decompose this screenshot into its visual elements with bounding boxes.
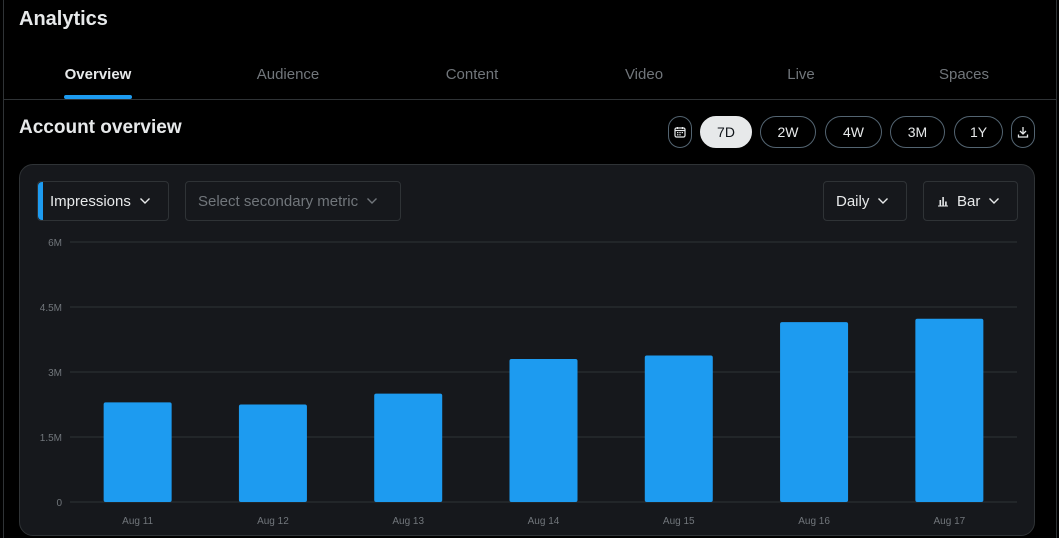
section-title: Account overview <box>19 117 182 138</box>
range-3m-button[interactable]: 3M <box>890 116 945 148</box>
x-tick-label: Aug 16 <box>798 516 830 527</box>
interval-label: Daily <box>836 192 870 210</box>
date-range-selector: 7D 2W 4W 3M 1Y <box>0 116 1059 148</box>
active-tab-indicator <box>64 95 132 99</box>
chart-type-label: Bar <box>957 192 981 210</box>
chevron-down-icon <box>877 197 889 205</box>
y-tick-label: 3M <box>48 368 62 379</box>
secondary-metric-dropdown[interactable]: Select secondary metric <box>185 181 401 221</box>
chart-bar[interactable] <box>103 402 172 502</box>
tab-spaces[interactable]: Spaces <box>938 66 990 83</box>
chart-bar[interactable] <box>238 404 307 503</box>
y-tick-label: 4.5M <box>40 303 62 314</box>
interval-dropdown[interactable]: Daily <box>823 181 907 221</box>
y-tick-label: 1.5M <box>40 433 62 444</box>
chart-bar[interactable] <box>374 393 443 502</box>
chart-bar[interactable] <box>780 322 849 502</box>
range-4w-button[interactable]: 4W <box>825 116 882 148</box>
secondary-metric-placeholder: Select secondary metric <box>198 192 359 210</box>
x-tick-label: Aug 14 <box>528 516 560 527</box>
chart-bar[interactable] <box>644 355 713 502</box>
x-tick-label: Aug 17 <box>934 516 966 527</box>
impressions-bar-chart: 0 1.5M 3M 4.5M 6M Aug 11 Aug 12 Aug 13 Aug 14 Aug… <box>40 238 1017 527</box>
x-tick-label: Aug 15 <box>663 516 695 527</box>
tab-video[interactable]: Video <box>624 66 664 83</box>
window-border-right <box>1056 0 1057 538</box>
calendar-button[interactable] <box>668 116 692 148</box>
x-tick-label: Aug 12 <box>257 516 289 527</box>
y-tick-label: 6M <box>48 238 62 249</box>
tab-content[interactable]: Content <box>445 66 499 83</box>
window-border-left <box>3 0 4 538</box>
chevron-down-icon <box>366 197 378 205</box>
chart-type-dropdown[interactable]: Bar <box>923 181 1018 221</box>
range-7d-button[interactable]: 7D <box>700 116 752 148</box>
chart-bar[interactable] <box>915 318 984 502</box>
tab-live[interactable]: Live <box>787 66 815 83</box>
bar-chart-icon <box>937 195 949 207</box>
primary-metric-dropdown[interactable]: Impressions <box>37 181 169 221</box>
page-title: Analytics <box>19 8 108 30</box>
x-tick-label: Aug 11 <box>122 516 153 527</box>
tab-audience[interactable]: Audience <box>256 66 320 83</box>
y-tick-label: 0 <box>56 498 62 509</box>
download-icon <box>1017 126 1029 138</box>
range-1y-button[interactable]: 1Y <box>954 116 1003 148</box>
analytics-tabs: Overview Audience Content Video Live Spa… <box>4 50 1056 100</box>
range-2w-button[interactable]: 2W <box>760 116 816 148</box>
tab-overview[interactable]: Overview <box>64 66 132 83</box>
x-tick-label: Aug 13 <box>392 516 424 527</box>
chevron-down-icon <box>988 197 1000 205</box>
chevron-down-icon <box>139 197 151 205</box>
chart-bar[interactable] <box>509 359 578 502</box>
account-overview-card: Impressions Select secondary metric Dail… <box>19 164 1035 536</box>
calendar-icon <box>674 126 686 138</box>
download-button[interactable] <box>1011 116 1035 148</box>
primary-metric-label: Impressions <box>50 192 131 210</box>
metric-color-indicator <box>38 182 43 220</box>
